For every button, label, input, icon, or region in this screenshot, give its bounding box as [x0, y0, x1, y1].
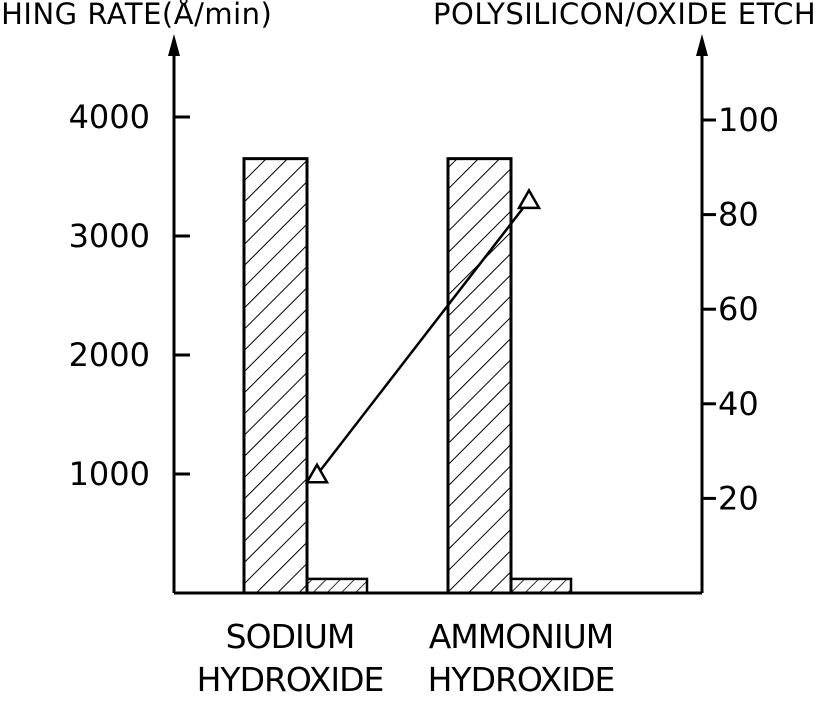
oxide-etch-bar [511, 579, 571, 593]
category-label: HYDROXIDE [197, 660, 384, 699]
right-tick-label: 40 [718, 385, 759, 423]
oxide-etch-bar [307, 579, 367, 593]
right-tick-label: 20 [718, 479, 759, 517]
bars [244, 159, 571, 593]
right-axis-arrow [696, 34, 708, 56]
left-axis-ticks: 1000 2000 3000 4000 [69, 98, 190, 493]
right-tick-label: 60 [718, 290, 759, 328]
category-labels: SODIUM HYDROXIDE AMMONIUM HYDROXIDE [197, 617, 615, 699]
right-axis-label: POLYSILICON/OXIDE ETCHING SELECTIVITY [433, 0, 815, 31]
category-label: HYDROXIDE [428, 660, 615, 699]
category-label: SODIUM [226, 617, 355, 656]
left-axis-arrow [168, 34, 180, 56]
right-tick-label: 80 [718, 196, 759, 234]
right-axis-ticks: 20 40 60 80 100 [702, 101, 779, 517]
left-tick-label: 4000 [69, 98, 150, 136]
right-tick-label: 100 [718, 101, 779, 139]
left-tick-label: 1000 [69, 455, 150, 493]
category-label: AMMONIUM [429, 617, 614, 656]
left-tick-label: 3000 [69, 217, 150, 255]
left-tick-label: 2000 [69, 336, 150, 374]
triangle-marker [519, 190, 539, 208]
etch-rate-bar [244, 159, 307, 593]
left-axis-label: ETCHING RATE(Å/min) [0, 0, 272, 31]
etch-rate-bar [448, 159, 511, 593]
